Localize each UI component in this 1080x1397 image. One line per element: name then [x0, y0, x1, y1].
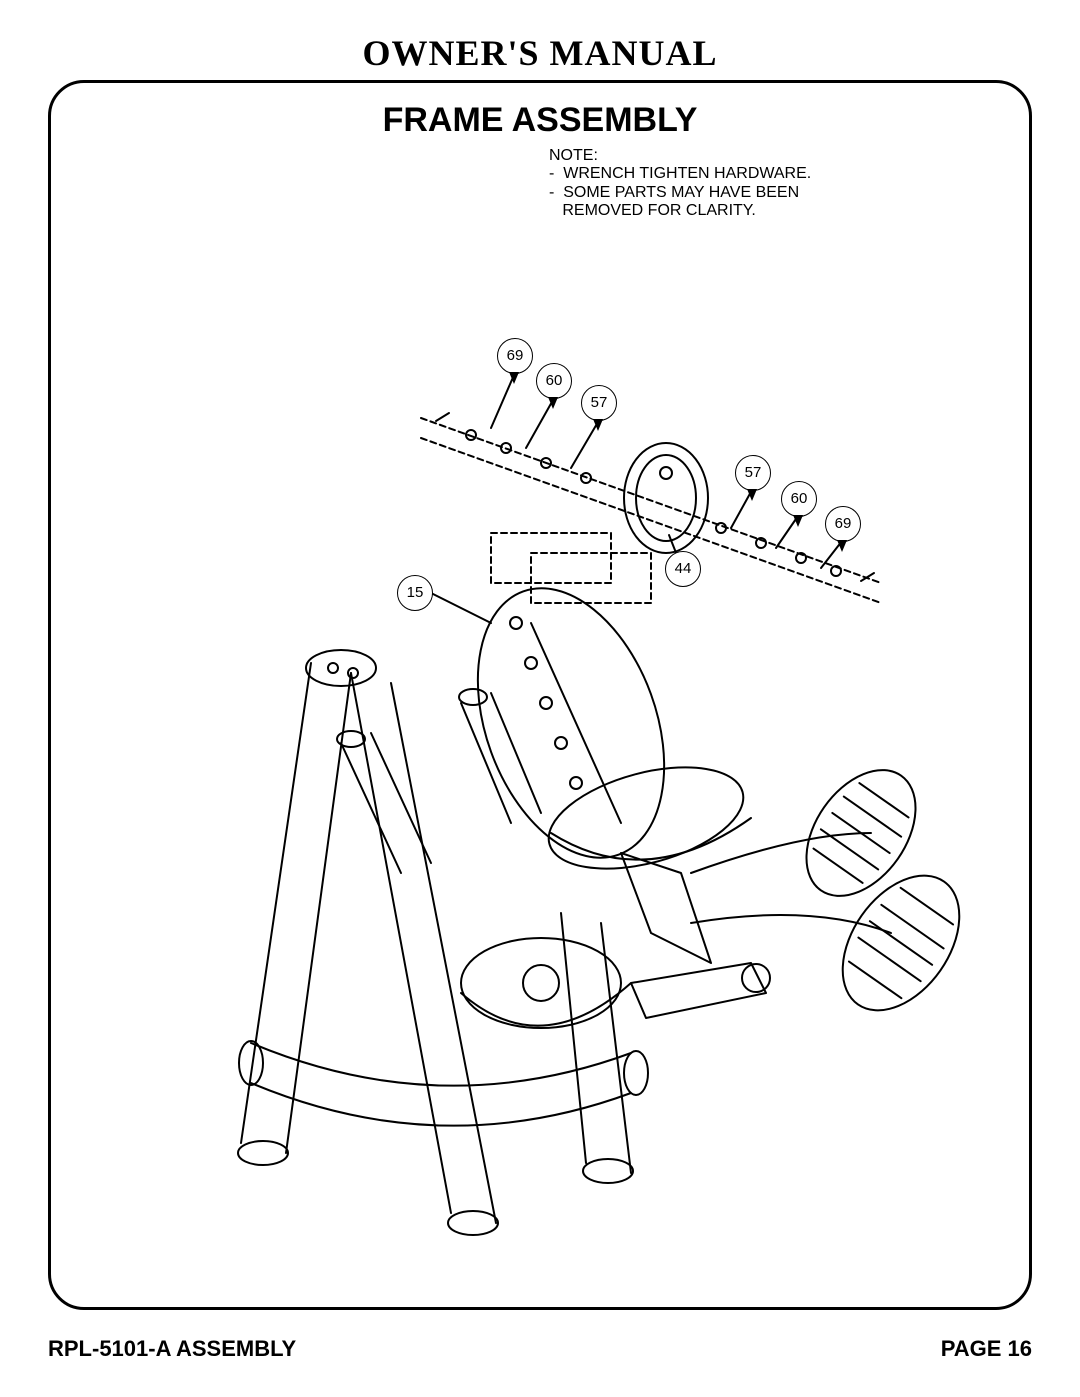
note-line-3: REMOVED FOR CLARITY.	[549, 202, 811, 220]
note-heading: NOTE:	[549, 147, 811, 165]
page-footer: RPL-5101-A ASSEMBLY PAGE 16	[48, 1336, 1032, 1362]
callout-69a: 69	[497, 338, 533, 374]
assembly-diagram: 69 60 57 57 60 69 44 15	[91, 223, 995, 1283]
callout-69b: 69	[825, 506, 861, 542]
footer-model: RPL-5101-A ASSEMBLY	[48, 1336, 296, 1362]
callout-60b: 60	[781, 481, 817, 517]
page: OWNER'S MANUAL FRAME ASSEMBLY NOTE: - WR…	[0, 0, 1080, 1397]
callout-60a: 60	[536, 363, 572, 399]
manual-title: OWNER'S MANUAL	[0, 32, 1080, 74]
section-title: FRAME ASSEMBLY	[51, 101, 1029, 140]
footer-page: PAGE 16	[941, 1336, 1032, 1362]
callout-57a: 57	[581, 385, 617, 421]
content-frame: FRAME ASSEMBLY NOTE: - WRENCH TIGHTEN HA…	[48, 80, 1032, 1310]
callout-15: 15	[397, 575, 433, 611]
callout-44: 44	[665, 551, 701, 587]
note-block: NOTE: - WRENCH TIGHTEN HARDWARE. - SOME …	[549, 147, 811, 221]
note-line-2: - SOME PARTS MAY HAVE BEEN	[549, 184, 811, 202]
note-line-1: - WRENCH TIGHTEN HARDWARE.	[549, 165, 811, 183]
callout-57b: 57	[735, 455, 771, 491]
